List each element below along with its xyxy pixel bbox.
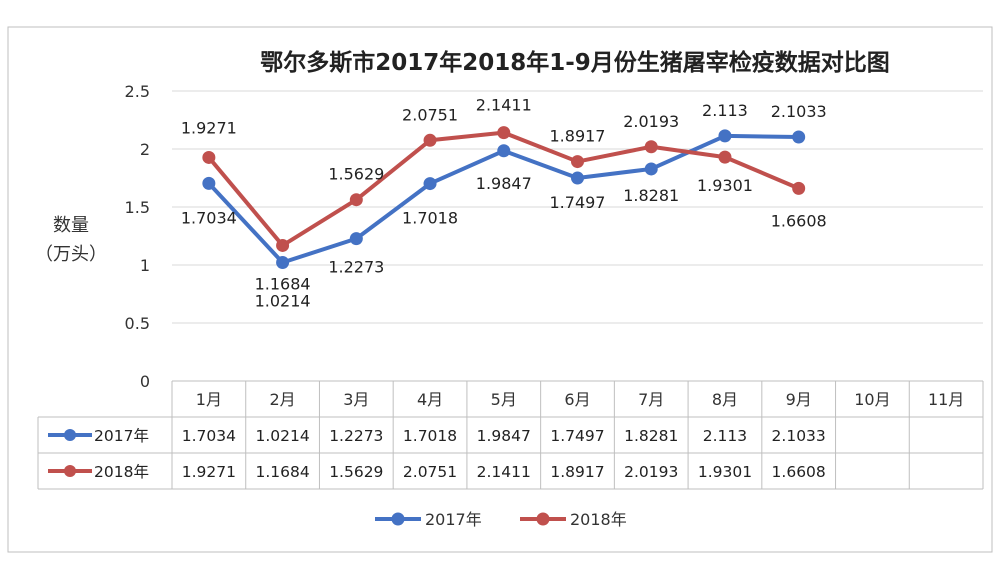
- table-cell: 1.9301: [698, 463, 752, 481]
- series-marker: [792, 181, 806, 195]
- data-label: 2.0193: [623, 112, 679, 131]
- table-cell: 2.0751: [403, 463, 457, 481]
- series-marker: [718, 150, 732, 164]
- legend-marker: [536, 512, 550, 526]
- series-marker: [644, 140, 658, 154]
- table-cell: 1.8281: [624, 427, 678, 445]
- table-cell: 1.9271: [182, 463, 236, 481]
- series-marker: [276, 238, 290, 252]
- data-label: 1.9271: [181, 118, 237, 137]
- table-cell: 2.1411: [477, 463, 531, 481]
- x-tick-label: 4月: [417, 390, 443, 409]
- table-cell: 1.7018: [403, 427, 457, 445]
- series-marker: [718, 129, 732, 143]
- data-label: 1.8281: [623, 186, 679, 205]
- table-cell: 1.6608: [772, 463, 826, 481]
- table-series-name: 2017年: [94, 427, 149, 445]
- series-lines: [202, 126, 806, 270]
- table-cell: 1.8917: [550, 463, 604, 481]
- y-tick-label: 0: [140, 372, 150, 391]
- y-tick-label: 1.5: [125, 198, 150, 217]
- series-marker: [571, 155, 584, 169]
- table-cell: 1.1684: [255, 463, 309, 481]
- x-tick-label: 1月: [196, 390, 222, 409]
- series-marker: [349, 193, 363, 207]
- table-cell: 1.5629: [329, 463, 383, 481]
- y-axis-ticks: 0 0.5 1 1.5 2 2.5: [125, 82, 150, 391]
- data-label: 2.1411: [476, 96, 532, 115]
- series-marker: [423, 177, 437, 191]
- legend: 2017年 2018年: [375, 510, 627, 529]
- data-label: 1.7034: [181, 208, 237, 227]
- table-legend-marker: [64, 429, 76, 441]
- y-tick-label: 1: [140, 256, 150, 275]
- legend-marker: [391, 512, 405, 526]
- table-cell: 1.7034: [182, 427, 236, 445]
- data-label: 1.8917: [550, 127, 606, 146]
- chart-title: 鄂尔多斯市2017年2018年1-9月份生猪屠宰检疫数据对比图: [260, 49, 890, 76]
- data-label: 1.7497: [550, 193, 606, 212]
- x-tick-label: 7月: [638, 390, 664, 409]
- series-marker: [497, 144, 511, 158]
- x-tick-label: 9月: [786, 390, 812, 409]
- table-legend-marker: [64, 465, 76, 477]
- data-label: 1.9847: [476, 174, 532, 193]
- data-label: 1.5629: [328, 165, 384, 184]
- x-tick-label: 2月: [269, 390, 295, 409]
- series-marker: [792, 130, 806, 144]
- y-tick-label: 2: [140, 140, 150, 159]
- table-series-name: 2018年: [94, 463, 149, 481]
- data-label: 1.1684: [255, 274, 311, 293]
- data-labels: 1.7034 1.0214 1.2273 1.7018 1.9847 1.7497 1.82…: [181, 96, 827, 311]
- series-marker: [276, 256, 290, 270]
- data-label: 1.6608: [771, 211, 827, 230]
- x-tick-label: 5月: [491, 390, 517, 409]
- data-label: 1.0214: [255, 292, 311, 311]
- gridlines: [172, 90, 983, 324]
- data-table: 1月 2月 3月 4月 5月 6月 7月 8月 9月 10月 11月 2017年 1.7034 1.021…: [37, 380, 984, 490]
- table-cell: 2.113: [703, 427, 747, 445]
- legend-label: 2018年: [570, 510, 627, 529]
- data-label: 2.1033: [771, 102, 827, 121]
- y-tick-label: 2.5: [125, 82, 150, 101]
- y-axis-label-line2: （万头）: [35, 244, 107, 265]
- x-tick-label: 6月: [564, 390, 590, 409]
- x-tick-label: 10月: [854, 390, 890, 409]
- series-marker: [349, 232, 363, 246]
- series-marker: [571, 171, 584, 185]
- series-marker: [202, 176, 216, 190]
- table-cell: 1.7497: [550, 427, 604, 445]
- table-cell: 1.9847: [477, 427, 531, 445]
- table-cell: 2.0193: [624, 463, 678, 481]
- data-label: 1.7018: [402, 209, 458, 228]
- x-tick-label: 8月: [712, 390, 738, 409]
- series-marker: [423, 133, 437, 147]
- y-axis-label-line1: 数量: [53, 215, 89, 236]
- y-tick-label: 0.5: [125, 314, 150, 333]
- legend-label: 2017年: [425, 510, 482, 529]
- table-cell: 1.2273: [329, 427, 383, 445]
- series-marker: [644, 162, 658, 176]
- table-cell: 1.0214: [255, 427, 309, 445]
- series-marker: [497, 126, 511, 140]
- data-label: 1.9301: [697, 176, 753, 195]
- data-label: 1.2273: [328, 258, 384, 277]
- data-label: 2.113: [702, 101, 748, 120]
- x-tick-label: 3月: [343, 390, 369, 409]
- series-marker: [202, 150, 216, 164]
- data-label: 2.0751: [402, 105, 458, 124]
- table-cell: 2.1033: [772, 427, 826, 445]
- x-tick-label: 11月: [928, 390, 964, 409]
